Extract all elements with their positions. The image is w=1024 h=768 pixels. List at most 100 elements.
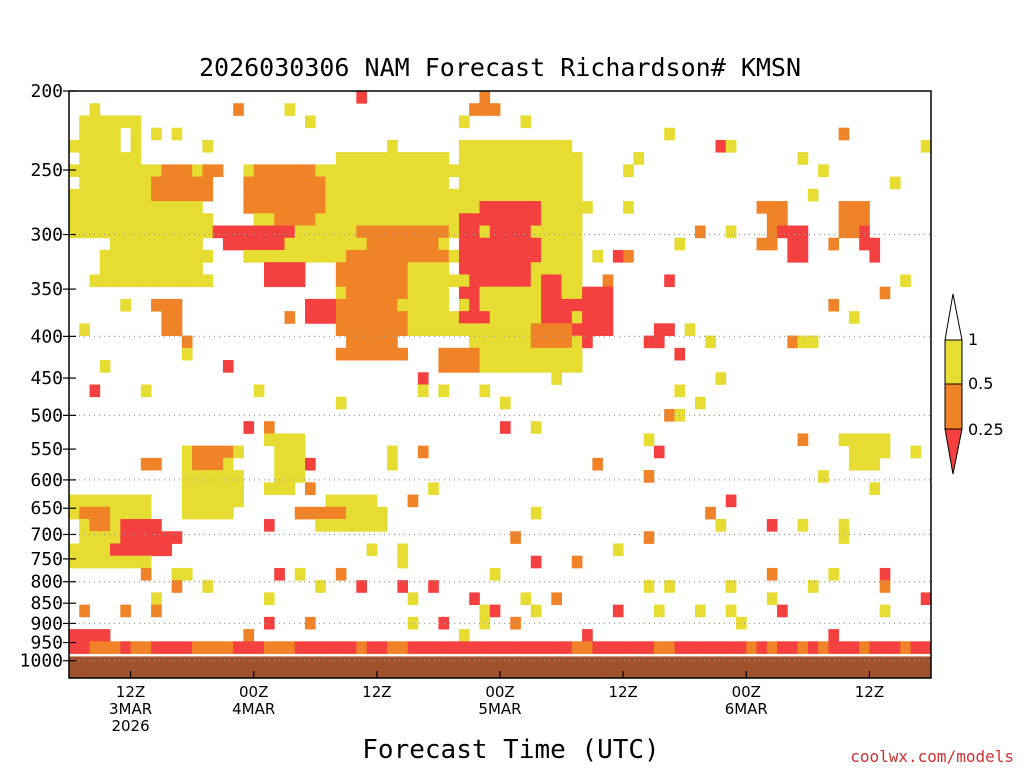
- ri-cell: [500, 274, 511, 288]
- ri-cell: [787, 249, 798, 263]
- ri-cell: [571, 176, 583, 190]
- ri-cell: [222, 482, 234, 495]
- ri-cell: [530, 274, 542, 288]
- ri-cell: [469, 311, 480, 324]
- ri-cell: [305, 225, 316, 239]
- ri-cell: [571, 249, 583, 263]
- ri-cell: [510, 335, 521, 349]
- ri-cell: [110, 225, 121, 239]
- ri-cell: [263, 519, 275, 532]
- ri-cell: [79, 555, 90, 569]
- ri-cell: [110, 164, 121, 178]
- ri-cell: [294, 641, 306, 654]
- ri-cell: [99, 249, 111, 263]
- ri-cell: [520, 323, 532, 336]
- ri-cell: [715, 139, 727, 153]
- ri-cell: [458, 139, 470, 153]
- ri-cell: [489, 164, 501, 178]
- ri-cell: [130, 262, 142, 275]
- ri-cell: [120, 188, 131, 202]
- ri-cell: [376, 262, 388, 275]
- ri-cell: [294, 176, 306, 190]
- ri-cell: [541, 152, 552, 165]
- ri-cell: [274, 237, 285, 251]
- ri-cell: [766, 641, 778, 654]
- ri-cell: [110, 519, 121, 532]
- ri-cell: [500, 298, 511, 312]
- ri-cell: [397, 347, 409, 361]
- ri-cell: [397, 225, 409, 239]
- ri-cell: [571, 555, 583, 569]
- ri-cell: [130, 225, 142, 239]
- ri-cell: [346, 237, 357, 251]
- ri-cell: [366, 274, 378, 288]
- ri-cell: [489, 225, 501, 239]
- ri-cell: [79, 164, 90, 178]
- ri-cell: [192, 494, 203, 508]
- ri-cell: [376, 347, 388, 361]
- ri-cell: [171, 188, 183, 202]
- ri-cell: [551, 274, 562, 288]
- ri-cell: [479, 384, 491, 398]
- ri-cell: [315, 188, 326, 202]
- ri-cell: [541, 347, 552, 361]
- ri-cell: [684, 641, 696, 654]
- ri-cell: [458, 176, 470, 190]
- ri-cell: [315, 311, 326, 324]
- ri-cell: [151, 176, 162, 190]
- ri-cell: [828, 567, 840, 581]
- ri-cell: [171, 641, 183, 654]
- ri-cell: [325, 213, 337, 226]
- ri-cell: [458, 237, 470, 251]
- ri-cell: [541, 641, 552, 654]
- ri-cell: [130, 274, 142, 288]
- ri-cell: [592, 311, 604, 324]
- ri-cell: [181, 335, 193, 349]
- ri-cell: [551, 311, 562, 324]
- ri-cell: [458, 629, 470, 642]
- ri-cell: [130, 641, 142, 654]
- ri-cell: [397, 164, 409, 178]
- ri-cell: [602, 274, 614, 288]
- ri-cell: [510, 249, 521, 263]
- ri-cell: [356, 286, 367, 300]
- ri-cell: [192, 164, 203, 178]
- ri-cell: [797, 335, 809, 349]
- ri-cell: [428, 580, 439, 593]
- ri-cell: [530, 323, 542, 336]
- ri-cell: [417, 213, 429, 226]
- ri-cell: [407, 237, 419, 251]
- ri-cell: [469, 641, 480, 654]
- ri-cell: [592, 298, 604, 312]
- ri-cell: [69, 225, 80, 239]
- ri-cell: [510, 213, 521, 226]
- ri-cell: [192, 641, 203, 654]
- ri-cell: [79, 531, 90, 544]
- ri-cell: [110, 506, 121, 520]
- ri-cell: [571, 323, 583, 336]
- ri-cell: [797, 225, 809, 239]
- ri-cell: [171, 201, 183, 214]
- ri-cell: [294, 457, 306, 471]
- ri-cell: [417, 641, 429, 654]
- ri-cell: [366, 188, 378, 202]
- ri-cell: [530, 139, 542, 153]
- ri-cell: [869, 457, 881, 471]
- ri-cell: [294, 188, 306, 202]
- ri-cell: [79, 201, 90, 214]
- ri-cell: [253, 164, 265, 178]
- ri-cell: [407, 213, 419, 226]
- ri-cell: [171, 567, 183, 581]
- ri-cell: [79, 152, 90, 165]
- ri-cell: [479, 225, 491, 239]
- ri-cell: [438, 347, 450, 361]
- ri-cell: [489, 360, 501, 373]
- ri-cell: [284, 225, 296, 239]
- ri-cell: [500, 396, 511, 410]
- ri-cell: [397, 213, 409, 226]
- ri-cell: [325, 225, 337, 239]
- ri-cell: [551, 176, 562, 190]
- ri-cell: [561, 188, 573, 202]
- ri-cell: [140, 543, 152, 557]
- ri-cell: [366, 494, 378, 508]
